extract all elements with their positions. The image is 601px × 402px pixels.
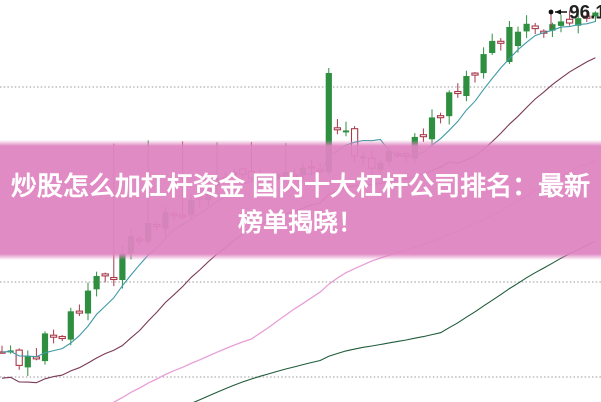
svg-text:96.18: 96.18: [569, 3, 601, 24]
